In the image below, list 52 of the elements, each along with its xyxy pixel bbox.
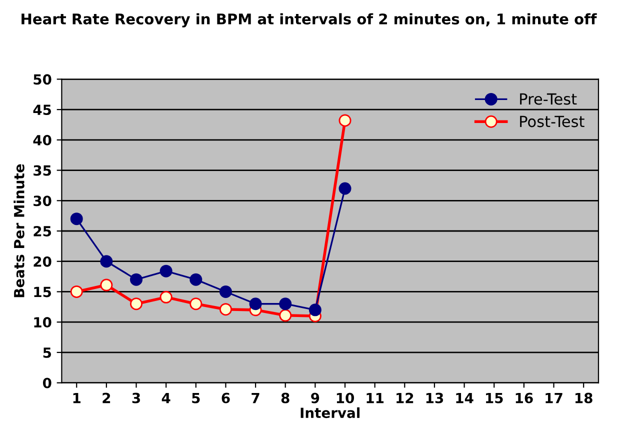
x-tick-label: 6: [222, 392, 230, 404]
point: [219, 303, 232, 316]
point: [70, 285, 83, 298]
x-axis-title: Interval: [300, 407, 360, 418]
chart-title: Heart Rate Recovery in BPM at intervals of 2 minutes on, 1 minute off: [22, 13, 597, 28]
y-tick-label: 10: [34, 317, 52, 328]
y-tick-label: 0: [42, 378, 52, 388]
x-tick-label: 17: [546, 392, 562, 404]
x-tick-label: 3: [132, 392, 140, 404]
point: [249, 298, 262, 310]
x-tick-label: 15: [486, 392, 503, 404]
point: [190, 298, 202, 310]
point: [130, 298, 143, 310]
x-tick-label: 9: [311, 392, 320, 404]
point: [160, 264, 172, 278]
x-tick-label: 10: [336, 392, 354, 404]
x-tick-label: 1: [73, 392, 80, 404]
x-tick-label: 2: [102, 392, 110, 404]
y-axis-title: Beats Per Minute: [14, 164, 24, 298]
y-tick-label: 35: [34, 165, 52, 176]
x-tick-label: 11: [366, 392, 384, 404]
x-tick-label: 8: [281, 392, 290, 404]
point: [338, 114, 352, 127]
x-tick-label: 13: [426, 392, 444, 404]
x-tick-label: 7: [252, 392, 260, 404]
y-tick-label: 30: [34, 196, 52, 206]
point: [338, 182, 352, 195]
x-tick-label: 16: [516, 392, 533, 404]
y-tick-label: 20: [34, 256, 52, 267]
y-tick-label: 5: [43, 348, 52, 358]
y-tick-label: 15: [34, 286, 52, 298]
x-tick-label: 18: [575, 392, 592, 404]
point: [279, 298, 292, 310]
x-tick-label: 14: [456, 392, 474, 404]
y-tick-label: 45: [33, 104, 52, 116]
point: [190, 273, 202, 286]
x-tick-label: 5: [192, 392, 200, 404]
point: [219, 285, 232, 298]
point: [308, 304, 322, 316]
x-tick-label: 4: [162, 392, 170, 404]
point: [70, 212, 83, 226]
legend-label: Pre-Test: [520, 93, 577, 105]
y-tick-label: 25: [34, 226, 52, 236]
y-tick-label: 50: [34, 74, 52, 85]
x-tick-label: 12: [396, 392, 414, 404]
point: [279, 309, 292, 322]
point: [100, 278, 113, 292]
legend-label: Post-Test: [520, 116, 584, 128]
point: [130, 273, 143, 286]
y-tick-label: 40: [33, 134, 52, 146]
point: [100, 255, 113, 268]
point: [160, 290, 172, 304]
